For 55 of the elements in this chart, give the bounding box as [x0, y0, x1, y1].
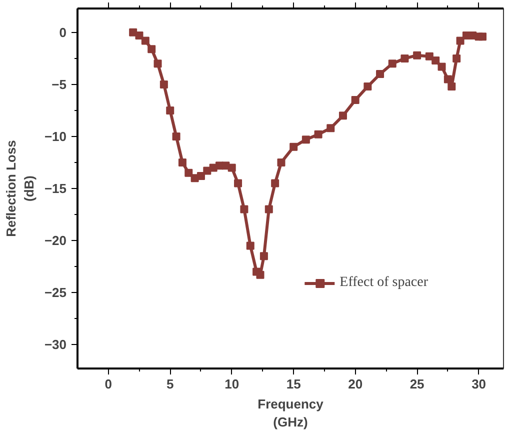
point [351, 96, 360, 104]
point [172, 132, 180, 140]
point [260, 252, 268, 260]
point [148, 45, 156, 54]
point [338, 112, 347, 120]
point [290, 142, 298, 151]
point [141, 36, 150, 45]
point [277, 158, 286, 166]
point [178, 158, 186, 166]
point [203, 166, 212, 175]
point [166, 106, 174, 114]
point [388, 60, 396, 68]
point [364, 82, 372, 91]
point [160, 80, 168, 88]
x-axis-title: Frequency (GHz) [258, 396, 324, 430]
x-tick-label: 25 [410, 376, 424, 392]
y-axis-title: Reflection Loss (dB) [3, 140, 36, 237]
point [135, 32, 144, 40]
point [154, 60, 162, 68]
y-tick-label: −15 [44, 181, 67, 196]
point [456, 36, 464, 45]
point [314, 130, 322, 138]
x-tick-label: 15 [286, 376, 301, 392]
x-tick-label: 20 [348, 376, 363, 392]
point [413, 51, 422, 60]
point [400, 54, 409, 62]
point [302, 136, 310, 144]
point [438, 62, 446, 71]
point [240, 205, 248, 214]
x-tick-label: 10 [224, 376, 240, 392]
point [228, 164, 236, 172]
point [376, 70, 384, 78]
point [256, 270, 264, 279]
y-tick-label: 0 [59, 24, 67, 40]
legend-label: Effect of spacer [340, 275, 428, 291]
point [246, 242, 254, 250]
point [448, 82, 456, 91]
y-tick-label: −30 [44, 337, 67, 352]
y-tick-label: −20 [44, 233, 67, 248]
point [432, 56, 440, 65]
x-tick-label: 5 [166, 376, 174, 392]
point [271, 179, 280, 188]
x-tick-label: 0 [104, 376, 112, 392]
point [234, 179, 242, 188]
y-tick-label: −10 [44, 128, 67, 144]
point [264, 205, 273, 214]
point [184, 168, 193, 177]
point [452, 54, 461, 62]
point [326, 124, 335, 132]
y-tick-label: −5 [52, 76, 67, 92]
point [196, 172, 205, 180]
x-tick-label: 30 [472, 376, 486, 392]
y-tick-label: −25 [44, 285, 67, 300]
point [444, 75, 452, 84]
point [478, 32, 487, 41]
